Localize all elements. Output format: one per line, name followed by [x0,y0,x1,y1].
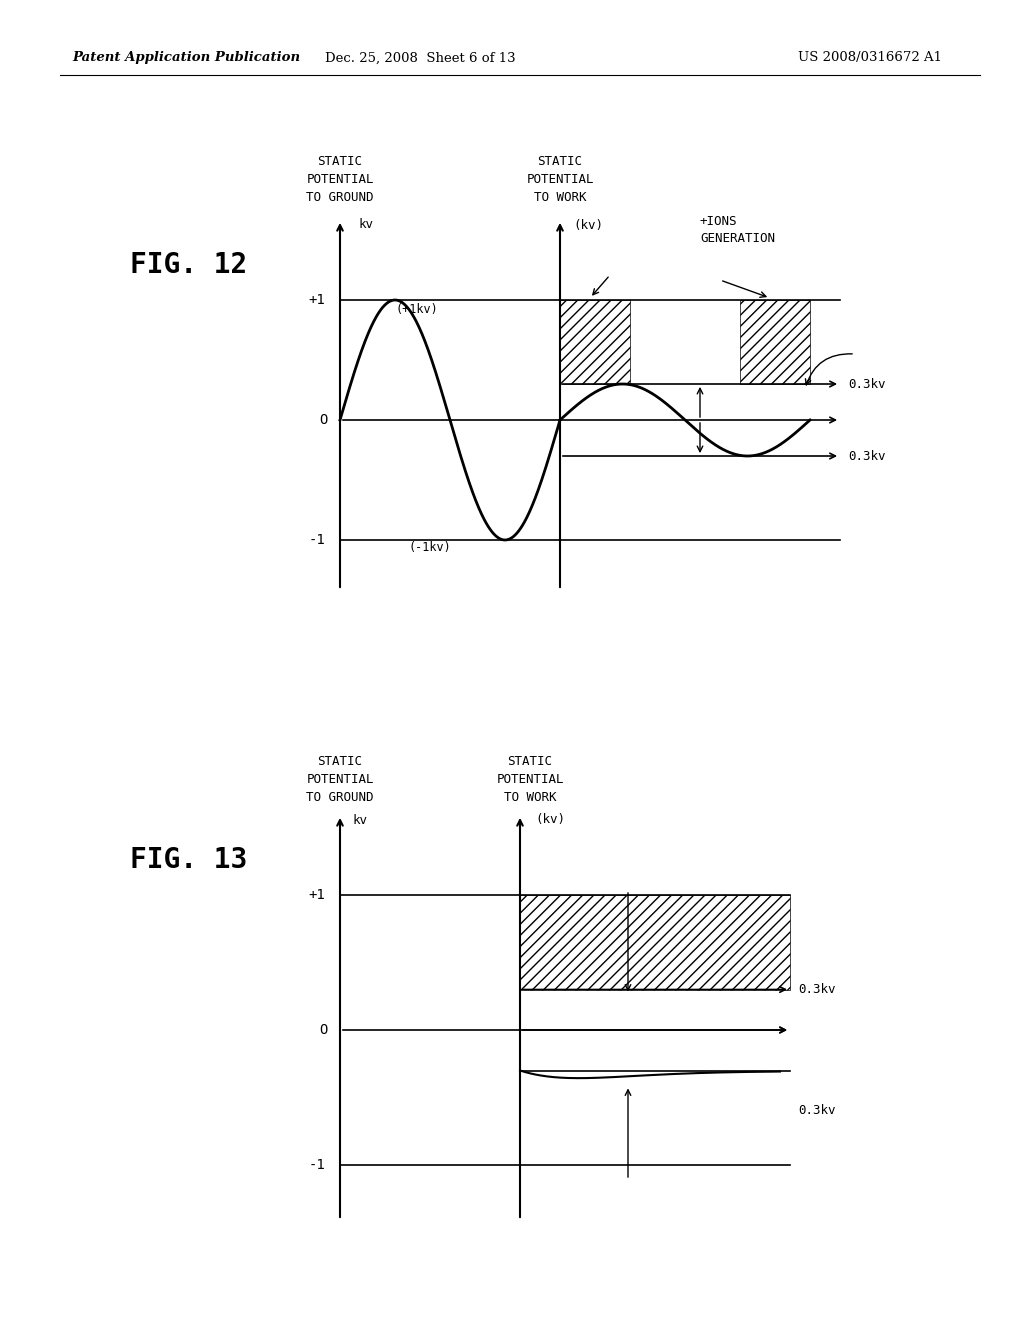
Text: (kv): (kv) [535,813,565,826]
Text: -1: -1 [308,1158,325,1172]
Text: (kv): (kv) [573,219,603,231]
Text: US 2008/0316672 A1: US 2008/0316672 A1 [798,51,942,65]
Text: +1: +1 [308,293,325,308]
Text: STATIC
POTENTIAL
TO GROUND: STATIC POTENTIAL TO GROUND [306,154,374,205]
Text: STATIC
POTENTIAL
TO WORK: STATIC POTENTIAL TO WORK [497,755,564,804]
Text: kv: kv [352,813,367,826]
Text: STATIC
POTENTIAL
TO WORK: STATIC POTENTIAL TO WORK [526,154,594,205]
Text: kv: kv [358,219,373,231]
Text: STATIC
POTENTIAL
TO GROUND: STATIC POTENTIAL TO GROUND [306,755,374,804]
Text: (+1kv): (+1kv) [395,304,437,317]
Text: Patent Application Publication: Patent Application Publication [72,51,300,65]
Text: 0.3kv: 0.3kv [798,1104,836,1117]
Text: 0.3kv: 0.3kv [848,378,886,391]
Text: Dec. 25, 2008  Sheet 6 of 13: Dec. 25, 2008 Sheet 6 of 13 [325,51,515,65]
Text: (-1kv): (-1kv) [409,541,452,554]
Text: -1: -1 [308,533,325,546]
Text: FIG. 12: FIG. 12 [130,251,247,279]
Text: +1: +1 [308,888,325,902]
Text: O: O [319,413,328,426]
Text: FIG. 13: FIG. 13 [130,846,247,874]
Text: +IONS
GENERATION: +IONS GENERATION [700,215,775,246]
Text: 0.3kv: 0.3kv [848,450,886,462]
Text: 0.3kv: 0.3kv [798,983,836,997]
Text: O: O [319,1023,328,1038]
